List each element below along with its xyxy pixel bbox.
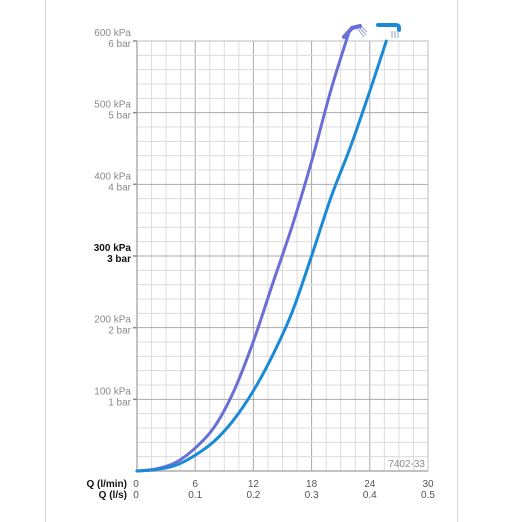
right-frame-line xyxy=(457,0,458,522)
x-tick-label: 24 xyxy=(364,479,376,490)
x-tick-label: 0 xyxy=(133,479,139,490)
x-tick-label: 30 xyxy=(422,479,434,490)
hand-shower-icon xyxy=(342,24,368,39)
x-tick-label: 0 xyxy=(133,490,139,501)
y-tick-label-kpa: 100 kPa xyxy=(94,386,131,397)
x-axis-title: Q (l/s) xyxy=(99,490,127,501)
x-tick-label: 0.2 xyxy=(246,490,260,501)
series-line-2 xyxy=(135,39,388,473)
y-tick-label-bar: 2 bar xyxy=(108,326,131,337)
y-tick-label-bar: 6 bar xyxy=(108,39,131,50)
x-tick-label: 0.1 xyxy=(188,490,202,501)
chart-series xyxy=(135,32,388,473)
spray-line xyxy=(359,27,367,36)
y-tick-label-bar: 1 bar xyxy=(108,397,131,408)
y-tick-label-kpa: 500 kPa xyxy=(94,100,131,111)
y-tick-label-kpa: 400 kPa xyxy=(94,171,131,182)
y-tick-label-kpa: 200 kPa xyxy=(94,315,131,326)
spray-line xyxy=(361,26,368,33)
x-axis-title: Q (l/min) xyxy=(86,479,127,490)
x-tick-labels: Q (l/min) 0 6 12 18 24 30 Q (l/s) 0 0.1 0.2 0.3 0.4 0… xyxy=(86,479,435,501)
x-tick-label: 0.3 xyxy=(305,490,319,501)
y-tick-label-bar: 5 bar xyxy=(108,111,131,122)
x-tick-label: 18 xyxy=(306,479,318,490)
y-tick-label-bar: 3 bar xyxy=(107,254,131,265)
y-tick-label-kpa: 300 kPa xyxy=(94,243,132,254)
spray-line xyxy=(357,28,365,38)
series-icons xyxy=(342,23,401,39)
hand-shower-handle xyxy=(342,24,362,39)
left-frame-line xyxy=(45,0,46,522)
x-tick-label: 0.4 xyxy=(363,490,377,501)
x-tick-label: 12 xyxy=(248,479,260,490)
y-tick-label-kpa: 600 kPa xyxy=(94,28,131,39)
x-tick-label: 0.5 xyxy=(421,490,435,501)
x-tick-label: 6 xyxy=(192,479,198,490)
chart-axes xyxy=(133,40,429,472)
series-line-1 xyxy=(135,32,350,473)
y-tick-label-bar: 4 bar xyxy=(108,182,131,193)
fixed-shower-arm xyxy=(376,23,401,32)
chart-code-label: 7402-33 xyxy=(388,459,425,470)
fixed-shower-icon xyxy=(376,23,401,38)
